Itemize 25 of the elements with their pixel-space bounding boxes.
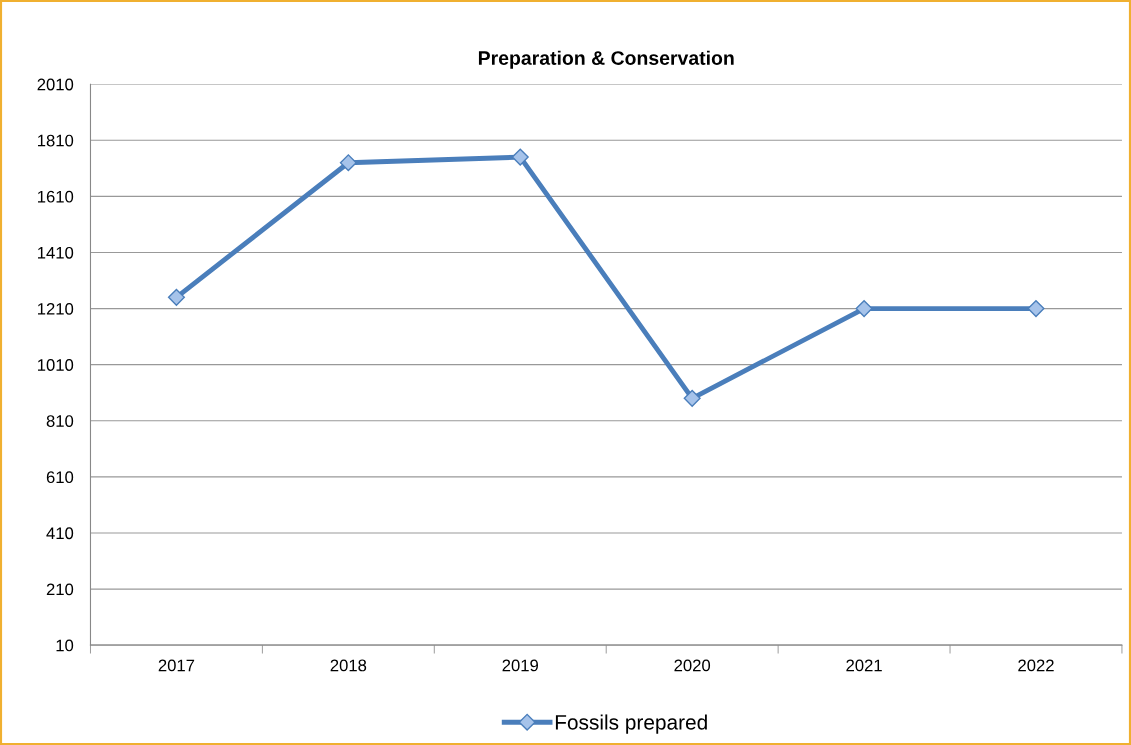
point <box>167 288 185 306</box>
y-tick-label: 810 <box>46 415 74 427</box>
point <box>683 389 701 407</box>
point <box>339 154 357 172</box>
x-tick-label: 2022 <box>1018 659 1054 672</box>
y-tick-label: 1210 <box>38 302 74 315</box>
y-tick-label: 610 <box>46 471 74 484</box>
x-tick-label: 2020 <box>674 659 711 672</box>
point <box>511 148 529 166</box>
y-tick-label: 410 <box>46 527 74 540</box>
y-tick-label: 1610 <box>38 190 74 203</box>
x-tick-label: 2019 <box>502 659 539 672</box>
y-tick-label: 210 <box>46 583 74 596</box>
y-tick-label: 2010 <box>37 78 74 91</box>
point <box>855 300 873 318</box>
legend-label: Fossils prepared <box>555 714 707 734</box>
y-tick-label: 1010 <box>38 359 74 371</box>
x-tick-label: 2017 <box>158 659 195 672</box>
x-tick-label: 2021 <box>846 659 882 672</box>
chart-title: Preparation & Conservation <box>478 50 734 69</box>
point <box>1027 300 1045 318</box>
x-tick-label: 2018 <box>330 659 367 672</box>
y-tick-label: 1810 <box>38 134 74 147</box>
y-tick-label: 10 <box>56 639 74 652</box>
y-tick-label: 1410 <box>38 246 74 259</box>
